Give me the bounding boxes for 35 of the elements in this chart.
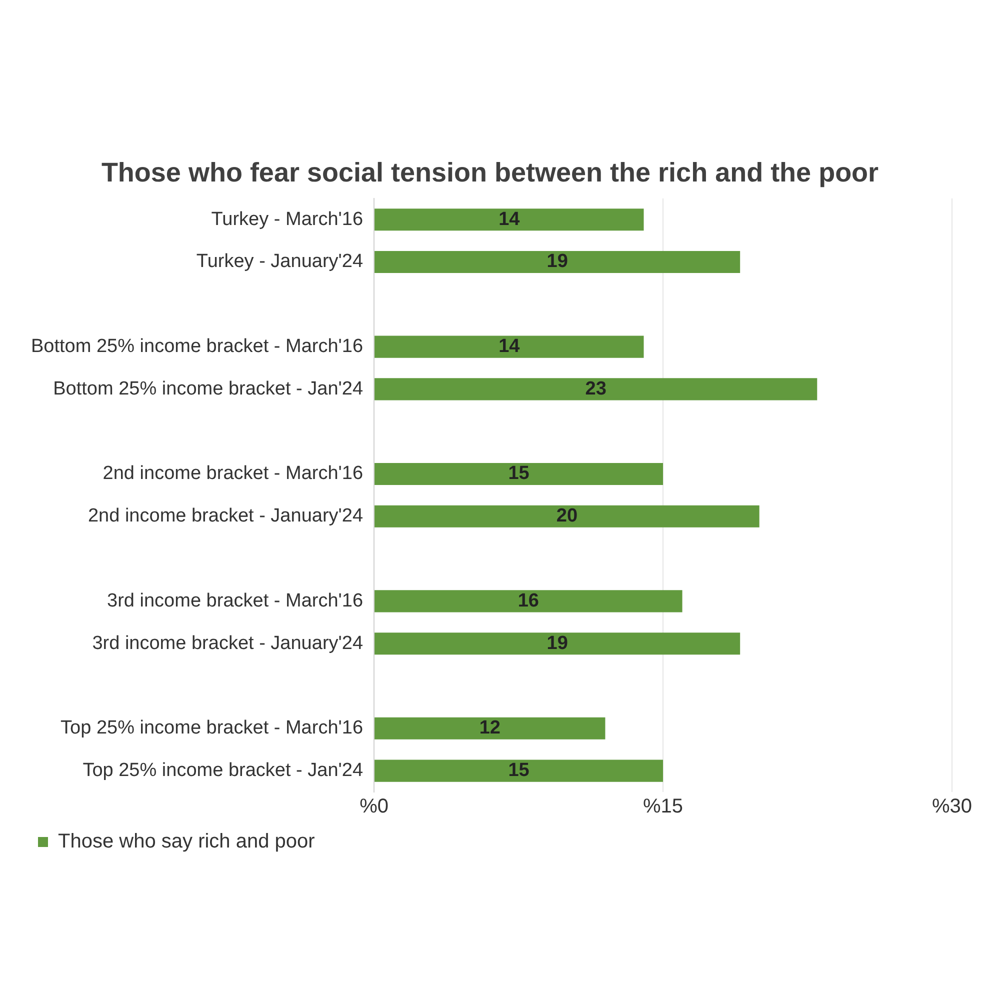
bar xyxy=(374,717,606,740)
data-label: 12 xyxy=(479,718,500,739)
data-label: 19 xyxy=(546,251,568,272)
bar xyxy=(374,208,644,231)
bar xyxy=(374,505,760,528)
y-tick-label: 3rd income bracket - March'16 xyxy=(107,590,364,612)
data-label: 23 xyxy=(585,378,606,400)
y-tick-label: Turkey - January'24 xyxy=(196,251,364,272)
y-tick-label: Turkey - March'16 xyxy=(211,208,364,230)
data-label: 15 xyxy=(508,760,530,782)
data-label: 14 xyxy=(498,336,520,358)
x-tick-label: %30 xyxy=(932,796,972,818)
bar xyxy=(374,760,664,782)
bar xyxy=(374,378,818,400)
bar xyxy=(374,336,644,358)
bar xyxy=(374,632,740,655)
y-tick-label: 3rd income bracket - January'24 xyxy=(92,632,364,654)
y-tick-label: 2nd income bracket - March'16 xyxy=(102,463,364,484)
y-tick-label: Bottom 25% income bracket - Jan'24 xyxy=(53,378,364,400)
y-tick-label: Bottom 25% income bracket - March'16 xyxy=(31,336,364,358)
bar xyxy=(374,590,682,612)
x-tick-label: %0 xyxy=(360,796,388,818)
y-tick-label: 2nd income bracket - January'24 xyxy=(88,506,364,527)
bar xyxy=(374,250,740,274)
x-tick-label: %15 xyxy=(643,796,684,818)
y-tick-label: Top 25% income bracket - Jan'24 xyxy=(82,760,364,782)
chart-title: Those who fear social tension between the rich and the poor xyxy=(101,158,880,188)
data-label: 19 xyxy=(546,632,568,654)
data-label: 20 xyxy=(556,506,578,527)
data-label: 15 xyxy=(508,463,530,484)
legend-label: Those who say rich and poor xyxy=(58,830,316,853)
data-label: 16 xyxy=(518,590,539,612)
y-tick-label: Top 25% income bracket - March'16 xyxy=(60,718,364,739)
bar xyxy=(374,462,664,486)
data-label: 14 xyxy=(498,208,520,230)
